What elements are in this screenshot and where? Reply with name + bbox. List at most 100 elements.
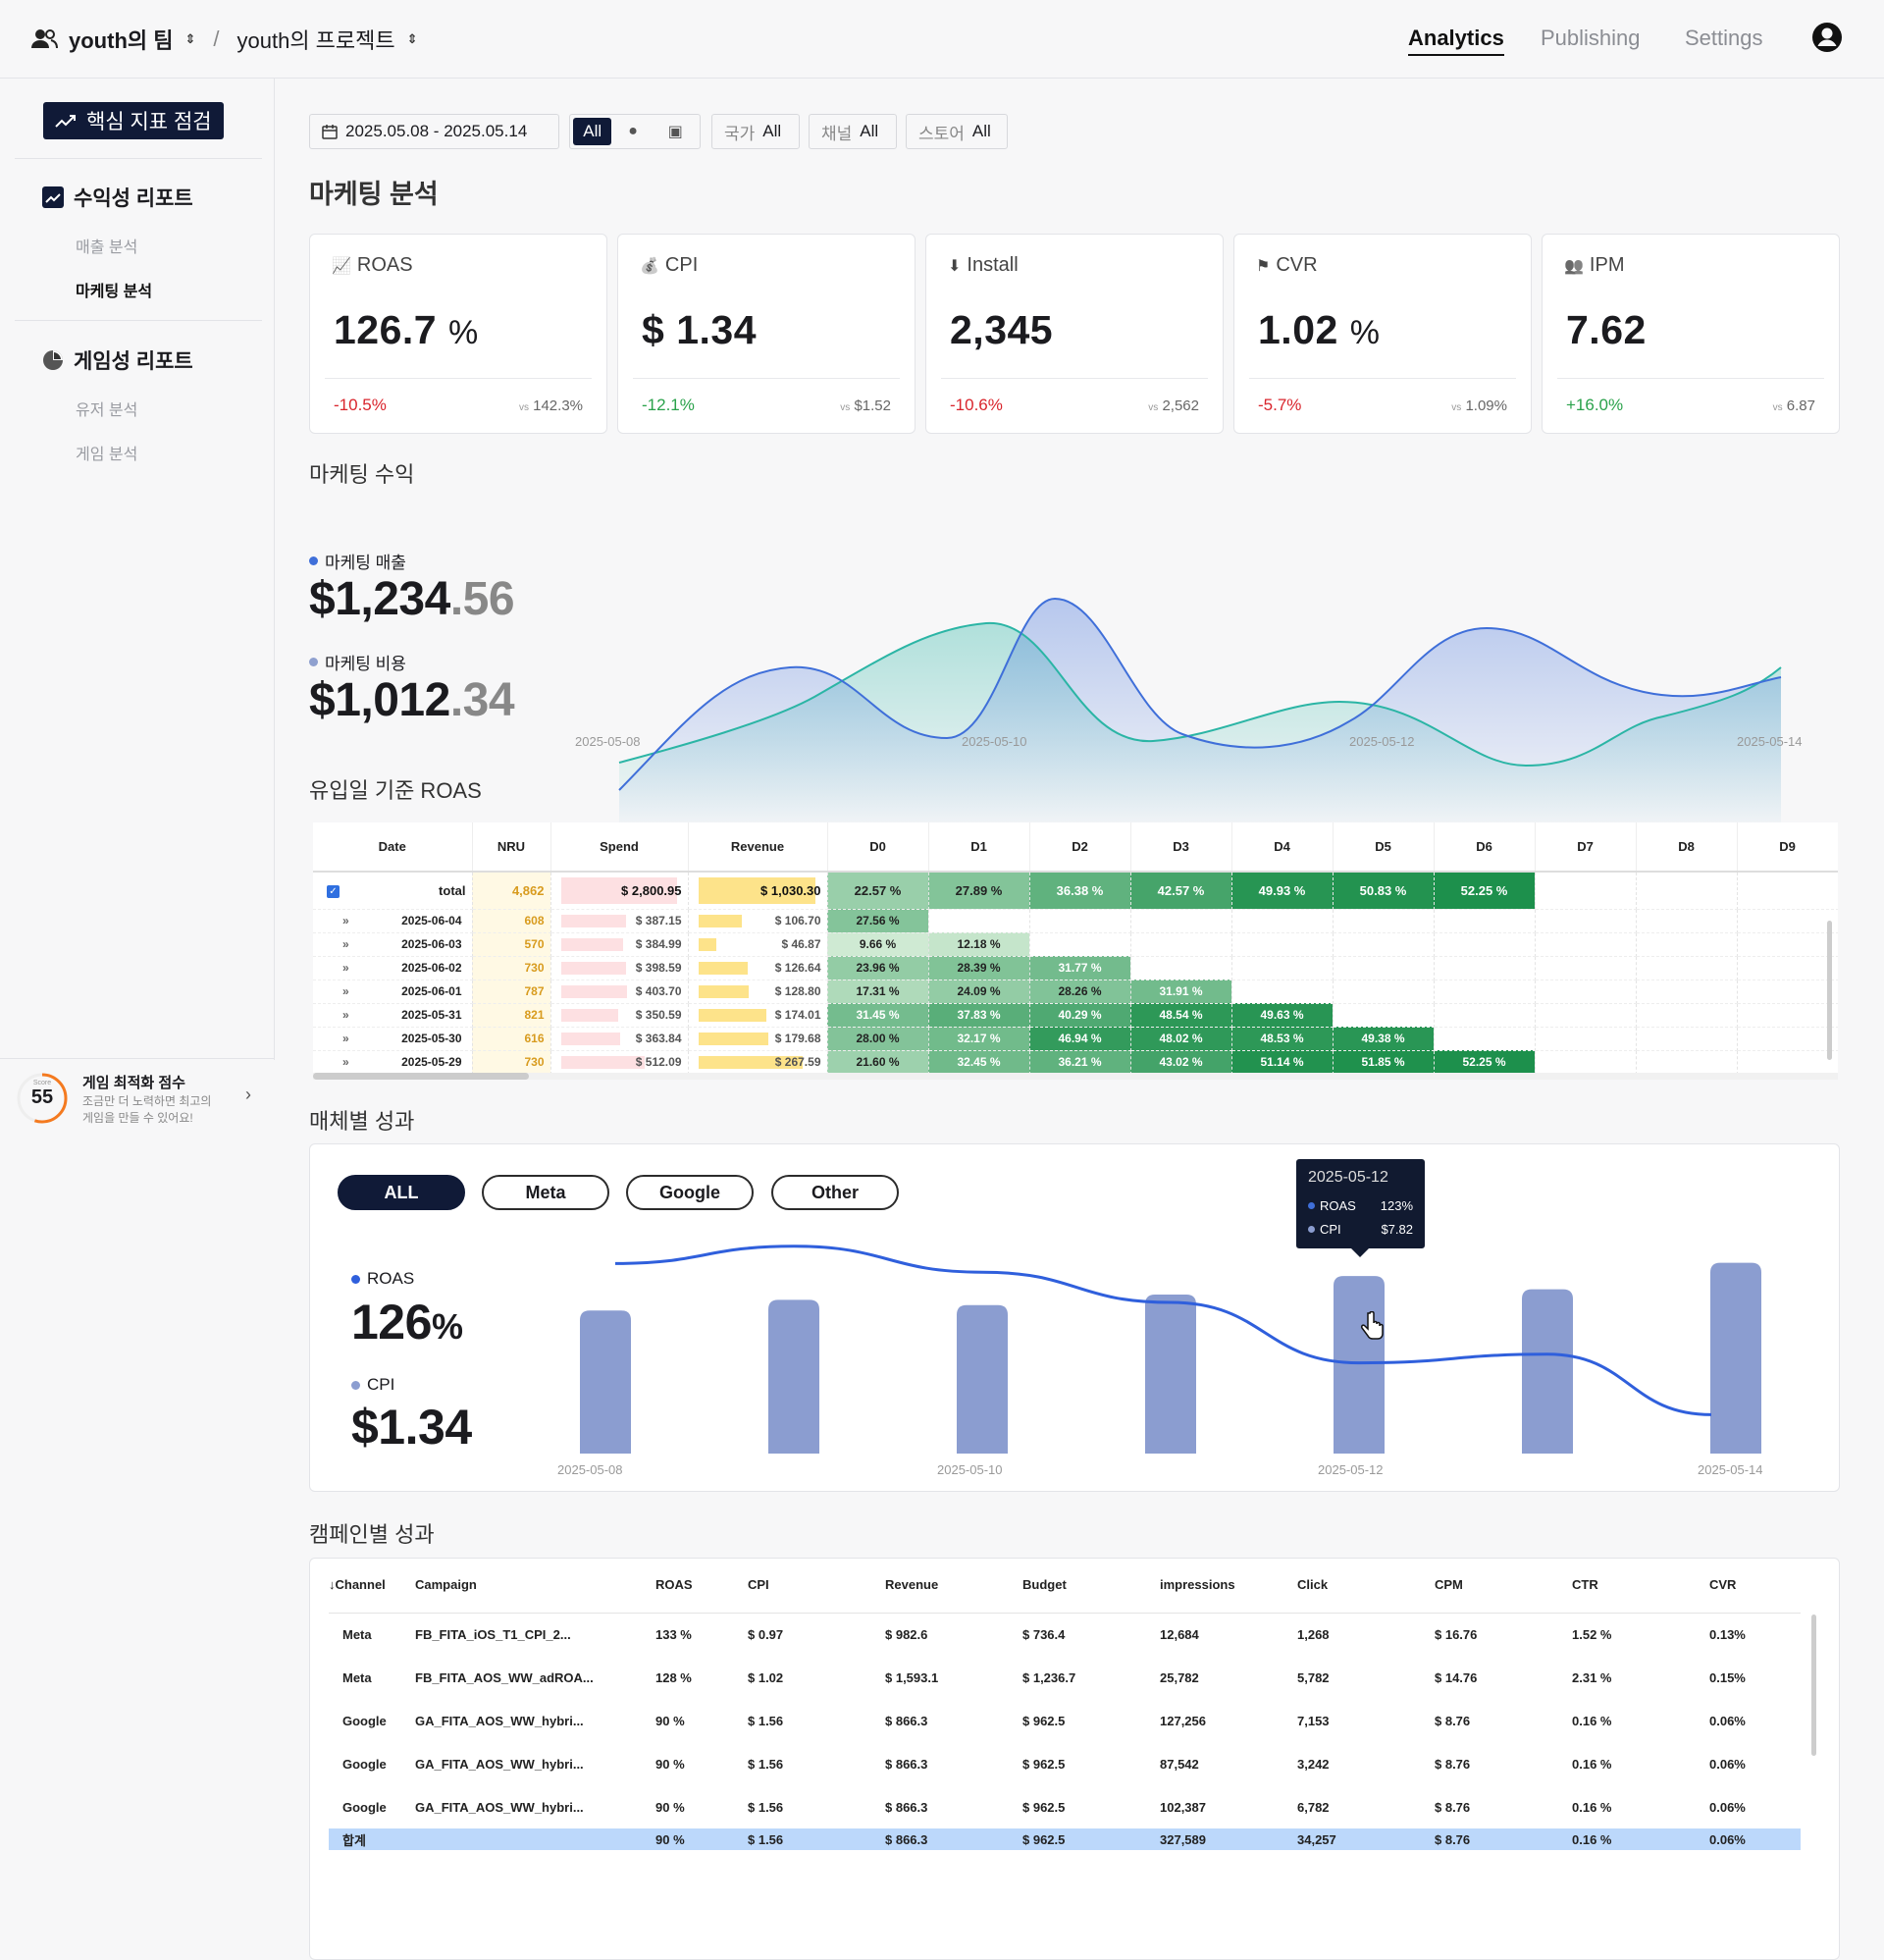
expand-icon[interactable]: » [342, 1055, 349, 1069]
chevron-updown-icon[interactable]: ⇕ [406, 31, 418, 46]
kpi-compare: vs 142.3% [519, 397, 583, 414]
column-header[interactable]: ROAS [655, 1558, 748, 1614]
vertical-scrollbar[interactable] [1811, 1615, 1816, 1756]
sidebar-item-sales[interactable]: 매출 분석 [76, 239, 138, 256]
nav-publishing[interactable]: Publishing [1541, 26, 1641, 50]
table-row[interactable]: Meta FB_FITA_iOS_T1_CPI_2... 133 % $ 0.97 $ … [329, 1613, 1801, 1656]
sum-cell: 0.16 % [1572, 1828, 1709, 1850]
column-label: CVR [1709, 1577, 1737, 1593]
sidebar-group-revenue[interactable]: 수익성 리포트 [42, 183, 193, 212]
hand-cursor-icon [1361, 1311, 1384, 1340]
cpi-bar[interactable] [580, 1310, 631, 1454]
expand-icon[interactable]: » [342, 961, 349, 975]
roas-cohort-table: Date NRU Spend Revenue D0 D1 D2 D3 D4 D5 D6 D7 D8 D9 ✓… [313, 822, 1838, 1080]
team-selector[interactable]: youth의 팀 [69, 28, 174, 53]
column-header[interactable]: D2 [1029, 822, 1131, 873]
column-header[interactable]: Spend [550, 822, 689, 873]
date-cell: » 2025-06-03 [313, 932, 473, 957]
column-header[interactable]: impressions [1160, 1558, 1297, 1614]
table-row[interactable]: Google GA_FITA_AOS_WW_hybri... 90 % $ 1.56 $… [329, 1785, 1801, 1828]
chart-growth-icon: 📈 [332, 257, 351, 275]
expand-icon[interactable]: » [342, 1032, 349, 1045]
roas-cell: 28.39 % [928, 956, 1030, 980]
column-header[interactable]: D0 [827, 822, 929, 873]
sidebar-item-marketing[interactable]: 마케팅 분석 [76, 284, 153, 300]
roas-cell [1130, 932, 1232, 957]
cpi-bar[interactable] [1522, 1289, 1573, 1454]
table-cell: 0.06% [1709, 1756, 1746, 1772]
media-tab-google[interactable]: Google [626, 1175, 754, 1210]
chevron-right-icon[interactable]: › [245, 1085, 251, 1104]
roas-cell: 51.85 % [1333, 1050, 1435, 1075]
apple-icon[interactable]: ● [628, 123, 638, 139]
channel-filter[interactable]: 채널 All [809, 114, 897, 149]
column-header[interactable]: Campaign [415, 1558, 655, 1614]
scrollbar-thumb[interactable] [313, 1073, 529, 1080]
column-header[interactable]: D1 [928, 822, 1030, 873]
cpi-bar[interactable] [957, 1304, 1008, 1454]
horizontal-scrollbar[interactable] [313, 1073, 1838, 1080]
expand-icon[interactable]: » [342, 937, 349, 951]
roas-cell [1434, 1027, 1536, 1051]
sort-arrow-icon[interactable]: ↓ [329, 1577, 336, 1593]
table-row[interactable]: Google GA_FITA_AOS_WW_hybri... 90 % $ 1.56 $… [329, 1742, 1801, 1785]
platform-all[interactable]: All [573, 118, 612, 145]
expand-icon[interactable]: » [342, 914, 349, 927]
nav-settings[interactable]: Settings [1685, 26, 1763, 50]
project-selector[interactable]: youth의 프로젝트 [236, 28, 395, 53]
sidebar: 핵심 지표 점검 수익성 리포트 매출 분석 마케팅 분석 게임성 리포트 유저… [0, 79, 275, 1125]
media-tab-other[interactable]: Other [771, 1175, 899, 1210]
kpi-title-label: CPI [664, 254, 699, 276]
roas-cell [1737, 932, 1838, 957]
chevron-updown-icon[interactable]: ⇕ [184, 31, 196, 46]
date-range-picker[interactable]: 2025.05.08 - 2025.05.14 [309, 114, 559, 149]
account-icon[interactable] [1811, 22, 1843, 53]
country-filter[interactable]: 국가 All [711, 114, 800, 149]
column-header[interactable]: Revenue [688, 822, 828, 873]
spend-cell: $ 403.70 [550, 980, 689, 1004]
vertical-scrollbar[interactable] [1827, 921, 1832, 1060]
table-row[interactable]: Meta FB_FITA_AOS_WW_adROA... 128 % $ 1.02 $ … [329, 1656, 1801, 1699]
android-icon[interactable]: ▣ [667, 124, 683, 140]
column-header[interactable]: NRU [472, 822, 551, 873]
column-header[interactable]: D5 [1333, 822, 1435, 873]
nav-analytics[interactable]: Analytics [1408, 26, 1504, 56]
cpi-bar[interactable] [768, 1299, 819, 1454]
column-header[interactable]: Click [1297, 1558, 1435, 1614]
media-tab-all[interactable]: ALL [338, 1175, 465, 1210]
sidebar-item-game[interactable]: 게임 분석 [76, 447, 138, 463]
column-header[interactable]: ↓Channel [329, 1558, 415, 1614]
checkbox[interactable]: ✓ [327, 885, 340, 898]
cpi-bar[interactable] [1334, 1276, 1385, 1454]
nru-cell: 730 [472, 956, 551, 980]
expand-icon[interactable]: » [342, 1008, 349, 1022]
kpi-compare-value: 6.87 [1786, 397, 1815, 414]
column-header[interactable]: CTR [1572, 1558, 1709, 1614]
media-tab-meta[interactable]: Meta [482, 1175, 609, 1210]
vs-label: vs [1451, 402, 1462, 413]
optimization-score-panel[interactable]: Score 55 게임 최적화 점수 조금만 더 노력하면 최고의 게임을 만들… [0, 1058, 275, 1137]
column-header[interactable]: D4 [1231, 822, 1334, 873]
roas-cell [1737, 909, 1838, 933]
column-label: Click [1297, 1577, 1329, 1593]
column-header[interactable]: D9 [1737, 822, 1838, 873]
column-header[interactable]: CPI [748, 1558, 885, 1614]
column-header[interactable]: CVR [1709, 1558, 1801, 1614]
column-header[interactable]: D7 [1535, 822, 1637, 873]
cpi-bar[interactable] [1710, 1262, 1761, 1454]
cpi-bar[interactable] [1145, 1295, 1196, 1454]
table-cell: 90 % [655, 1799, 685, 1815]
column-header[interactable]: D8 [1636, 822, 1738, 873]
column-header[interactable]: Budget [1022, 1558, 1160, 1614]
expand-icon[interactable]: » [342, 984, 349, 998]
column-header[interactable]: Date [313, 822, 473, 873]
column-header[interactable]: D6 [1434, 822, 1536, 873]
table-row[interactable]: Google GA_FITA_AOS_WW_hybri... 90 % $ 1.56 $… [329, 1699, 1801, 1742]
sidebar-group-game[interactable]: 게임성 리포트 [42, 345, 193, 375]
sidebar-item-users[interactable]: 유저 분석 [76, 402, 138, 419]
store-filter[interactable]: 스토어 All [906, 114, 1008, 149]
core-metrics-button[interactable]: 핵심 지표 점검 [43, 102, 224, 139]
column-header[interactable]: CPM [1435, 1558, 1572, 1614]
column-header[interactable]: Revenue [885, 1558, 1022, 1614]
column-header[interactable]: D3 [1130, 822, 1232, 873]
